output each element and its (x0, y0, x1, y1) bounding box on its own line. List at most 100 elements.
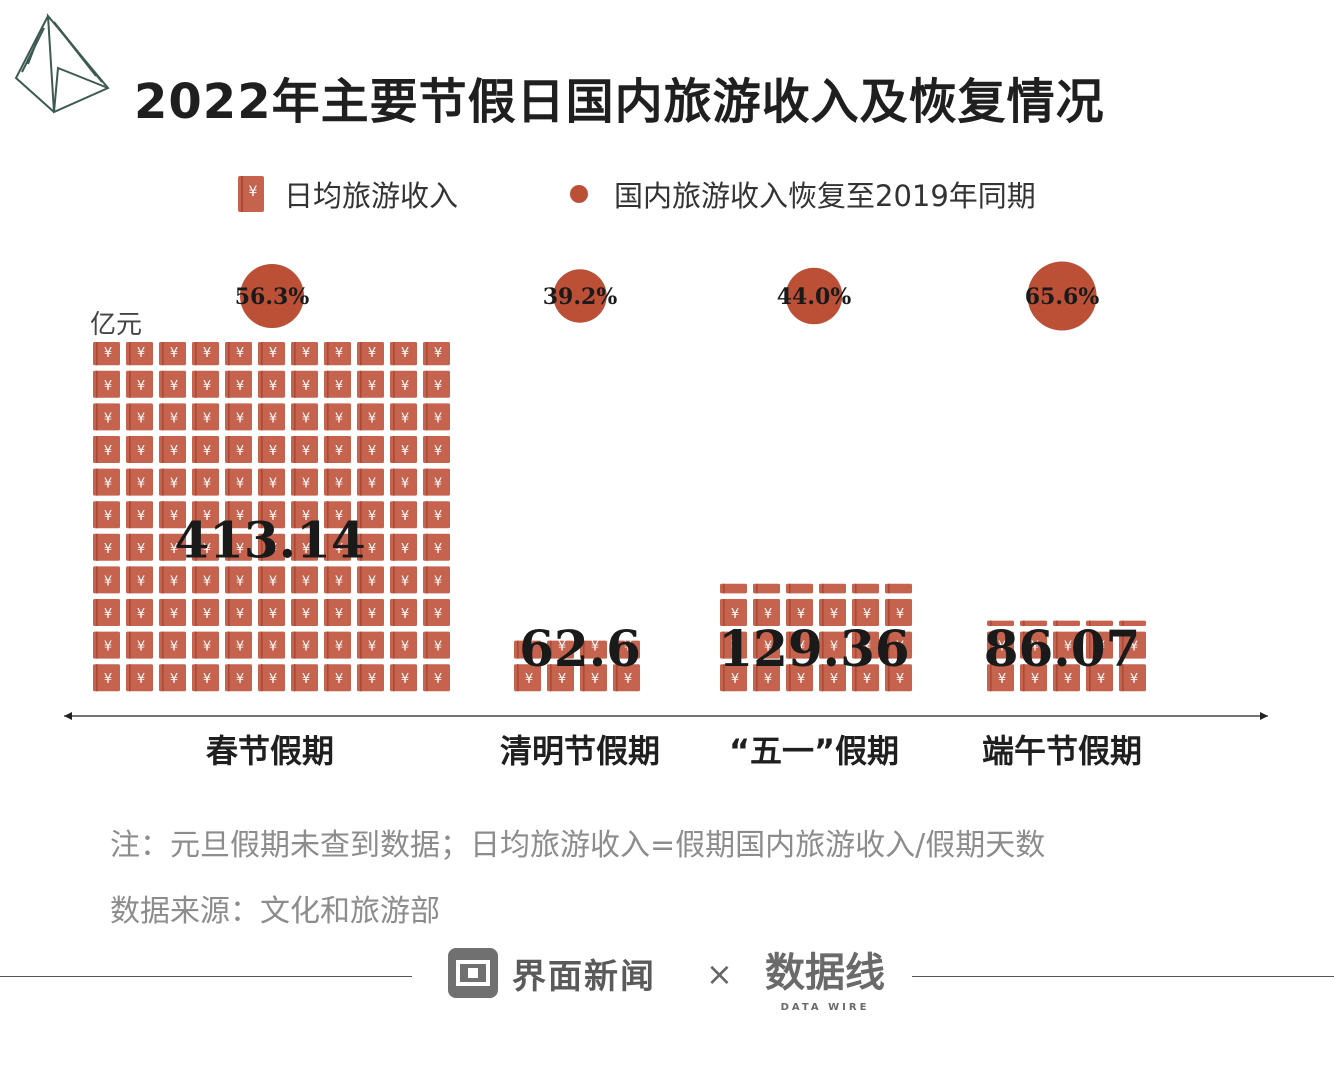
yen-block-stripe (888, 599, 890, 626)
yen-block-stripe (723, 599, 725, 626)
yen-glyph: ¥ (302, 379, 310, 394)
yen-block-icon (159, 468, 186, 496)
yen-block-stripe (294, 403, 296, 431)
yen-glyph: ¥ (170, 379, 178, 394)
yen-block-stripe (393, 533, 395, 561)
yen-block-stripe (789, 664, 791, 692)
yen-block-icon (1053, 631, 1080, 659)
yen-glyph: ¥ (863, 607, 871, 622)
yen-glyph: ¥ (401, 640, 409, 655)
yen-block-icon (720, 583, 747, 594)
yen-block-stripe (1023, 664, 1025, 692)
yen-block-icon (547, 640, 574, 659)
yen-glyph: ¥ (236, 672, 244, 687)
yen-block-icon (613, 664, 640, 692)
yen-block-icon (159, 533, 186, 561)
yen-glyph: ¥ (137, 542, 145, 557)
yen-block-icon (357, 631, 384, 659)
yen-glyph: ¥ (236, 346, 244, 361)
yen-block-stripe (129, 370, 131, 398)
yen-glyph: ¥ (269, 640, 277, 655)
yen-block-stripe (550, 640, 552, 659)
yen-block-icon (987, 620, 1014, 626)
yen-block-stripe (550, 664, 552, 692)
yen-block-icon (225, 403, 252, 431)
yen-glyph: ¥ (269, 607, 277, 622)
yen-glyph: ¥ (401, 672, 409, 687)
yen-block-stripe (228, 468, 230, 496)
yen-glyph: ¥ (302, 672, 310, 687)
yen-block-stripe (162, 342, 164, 366)
chart-title: 2022年主要节假日国内旅游收入及恢复情况 (134, 74, 1105, 130)
yen-block-stripe (888, 631, 890, 659)
yen-block-icon (819, 583, 846, 594)
yen-glyph: ¥ (401, 509, 409, 524)
x-axis-arrow-left-icon (64, 712, 72, 720)
yen-block-stripe (855, 631, 857, 659)
yen-block-stripe (228, 664, 230, 692)
yen-block-icon (786, 599, 813, 626)
yen-block-stripe (162, 403, 164, 431)
yen-block-icon (357, 501, 384, 529)
recovery-value-label: 56.3% (235, 284, 310, 310)
yen-block-icon (885, 664, 912, 692)
yen-glyph: ¥ (170, 607, 178, 622)
datawire-logo: 数据线 DATA WIRE (765, 950, 885, 1013)
yen-glyph: ¥ (335, 379, 343, 394)
yen-glyph: ¥ (104, 672, 112, 687)
yen-glyph: ¥ (434, 379, 442, 394)
yen-block-stripe (360, 436, 362, 463)
yen-block-icon (225, 631, 252, 659)
chart-plot: ¥ ¥ ¥ ¥ ¥ ¥ ¥ ¥ ¥ ¥ ¥ ¥ ¥ ¥ ¥ ¥ ¥ ¥ ¥ ¥ ¥ ¥ ¥ ¥ ¥ ¥ ¥ ¥ ¥ ¥ ¥ ¥ ¥ ¥ ¥ ¥ ¥ ¥ ¥ ¥… (64, 261, 1268, 770)
yen-block-icon (258, 599, 285, 626)
yen-glyph: ¥ (104, 607, 112, 622)
yen-glyph: ¥ (104, 346, 112, 361)
category-label: 清明节假期 (500, 732, 660, 770)
yen-block-stripe (327, 631, 329, 659)
yen-glyph: ¥ (368, 509, 376, 524)
yen-block-icon (93, 370, 120, 398)
yen-block-stripe (261, 501, 263, 529)
yen-block-icon (987, 631, 1014, 659)
yen-block-icon (357, 664, 384, 692)
yen-glyph: ¥ (998, 672, 1006, 687)
yen-glyph: ¥ (1130, 672, 1138, 687)
yen-glyph: ¥ (335, 672, 343, 687)
yen-glyph: ¥ (335, 542, 343, 557)
yen-glyph: ¥ (863, 640, 871, 655)
yen-glyph: ¥ (104, 444, 112, 459)
yen-block-icon (192, 403, 219, 431)
yen-block-stripe (1089, 664, 1091, 692)
yen-block-icon (1053, 664, 1080, 692)
yen-block-stripe (195, 599, 197, 626)
yen-block-icon (547, 664, 574, 692)
yen-block-icon (291, 501, 318, 529)
yen-block-icon (357, 533, 384, 561)
yen-block-icon (357, 468, 384, 496)
yen-glyph: ¥ (203, 640, 211, 655)
yen-block-stripe (822, 599, 824, 626)
yen-block-icon (126, 631, 153, 659)
yen-glyph: ¥ (863, 672, 871, 687)
yen-block-icon (93, 436, 120, 463)
yen-block-stripe (195, 501, 197, 529)
yen-block-icon (852, 664, 879, 692)
yen-block-stripe (990, 664, 992, 692)
yen-glyph: ¥ (335, 574, 343, 589)
yen-block-icon (819, 631, 846, 659)
yen-block-icon (357, 436, 384, 463)
yen-glyph: ¥ (335, 411, 343, 426)
yen-glyph: ¥ (830, 640, 838, 655)
yen-glyph: ¥ (335, 607, 343, 622)
yen-glyph: ¥ (236, 477, 244, 492)
yen-glyph: ¥ (434, 672, 442, 687)
yen-glyph: ¥ (137, 444, 145, 459)
yen-glyph: ¥ (302, 477, 310, 492)
yen-block-stripe (583, 640, 585, 659)
yen-glyph: ¥ (434, 574, 442, 589)
yen-block-stripe (294, 468, 296, 496)
yen-block-stripe (261, 664, 263, 692)
yen-block-icon (126, 533, 153, 561)
yen-glyph: ¥ (203, 346, 211, 361)
yen-block-icon (324, 342, 351, 366)
